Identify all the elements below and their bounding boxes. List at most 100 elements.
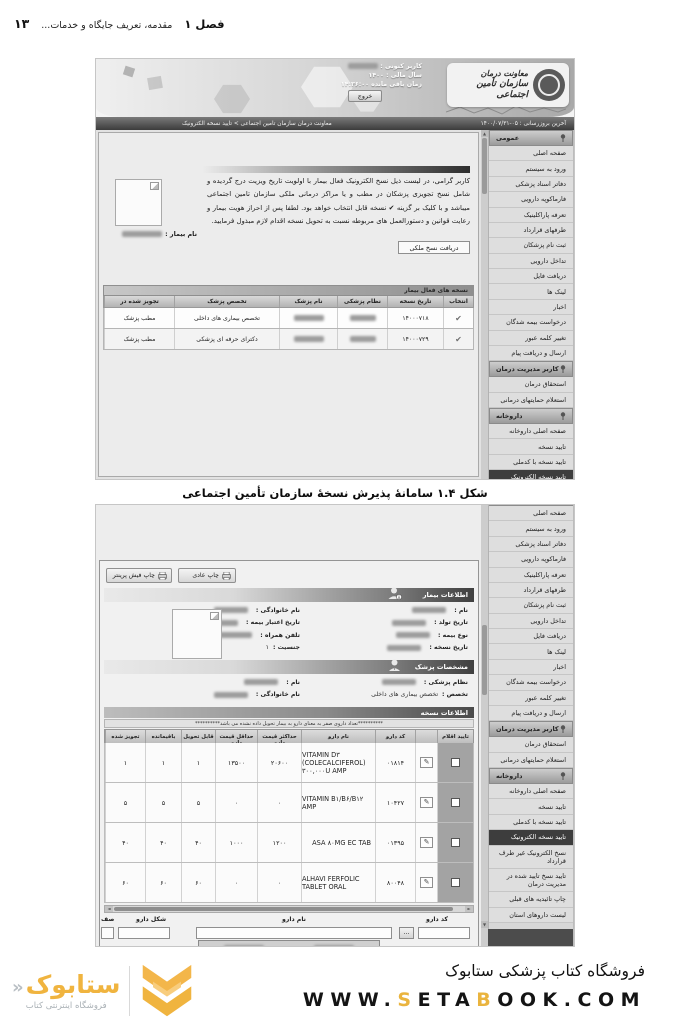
sidebar-item[interactable]: استحقاق درمان	[489, 377, 573, 393]
deliverable-qty: ۶۰	[181, 863, 215, 902]
sidebar-scrollbar[interactable]: ▲	[481, 130, 489, 479]
prescribed-location: مطب پزشک	[104, 308, 174, 328]
sidebar-item[interactable]: استحقاق درمان	[489, 737, 573, 753]
item-approve-checkbox[interactable]	[451, 798, 460, 807]
sidebar-item[interactable]: داروخانه	[489, 768, 573, 784]
sidebar-scrollbar[interactable]: ▼	[481, 505, 489, 946]
sidebar-item[interactable]: ثبت نام پزشکان	[489, 238, 573, 254]
sidebar-item[interactable]: دفاتر اسناد پزشکی	[489, 176, 573, 193]
select-check-icon[interactable]	[443, 308, 473, 328]
sidebar-item[interactable]: تایید نسخه با کدملی	[489, 454, 573, 471]
drug-row[interactable]: ۰۱۳۹۵ ASA ۸۰MG EC TAB ۱۲۰۰ ۱۰۰۰ ۴۰ ۴۰ ۴۰	[104, 823, 474, 863]
sidebar-item[interactable]: تعرفه پاراکلینیک	[489, 207, 573, 223]
sidebar-item[interactable]: تغییر کلمه عبور	[489, 690, 573, 706]
logout-button[interactable]: خروج	[348, 90, 382, 102]
sidebar-item[interactable]: ارسال و دریافت پیام	[489, 705, 573, 722]
sidebar-item[interactable]: عمومی	[489, 130, 573, 146]
item-approve-checkbox[interactable]	[451, 878, 460, 887]
sidebar-item[interactable]: تایید نسخه با کدملی	[489, 814, 573, 831]
edit-item-button[interactable]	[420, 797, 433, 808]
sidebar-item[interactable]: داروخانه	[489, 408, 573, 424]
horizontal-scrollbar[interactable]: ◄ ►	[104, 905, 474, 913]
sidebar-item[interactable]: صفحه اصلی	[489, 146, 573, 162]
sidebar-item[interactable]: دریافت فایل	[489, 629, 573, 645]
sidebar-item[interactable]: صفحه اصلی داروخانه	[489, 784, 573, 800]
sidebar-item[interactable]: ورود به سیستم	[489, 521, 573, 537]
sidebar-item[interactable]: چاپ تائیدیه های قبلی	[489, 892, 573, 908]
sidebar-item[interactable]: ارسال و دریافت پیام	[489, 345, 573, 362]
sidebar-item[interactable]: فارماکوپه دارویی	[489, 552, 573, 568]
drug-name: ASA ۸۰MG EC TAB	[301, 823, 375, 862]
sidebar-item[interactable]: تغییر کلمه عبور	[489, 330, 573, 346]
sidebar-item[interactable]: کاربر مدیریت درمان	[489, 361, 573, 378]
print-receipt-button[interactable]: چاپ فیش پرینتر	[106, 568, 172, 583]
sidebar-item[interactable]: فارماکوپه دارویی	[489, 192, 573, 208]
sidebar-item[interactable]: طرفهای قرارداد	[489, 222, 573, 239]
prescription-row[interactable]: ۱۴۰۰۰۷۱۸ تخصص بیماری های داخلی مطب پزشک	[103, 308, 474, 329]
max-price: ۲۰۶۰۰	[257, 743, 301, 782]
sidebar-item[interactable]: استعلام حمایتهای درمانی	[489, 752, 573, 768]
current-user: کاربر کنونی :	[312, 63, 422, 70]
sidebar-item[interactable]: تعرفه پاراکلینیک	[489, 567, 573, 583]
drug-row[interactable]: ۸۰۰۴۸ ALHAVI FERFOLIC TABLET ORAL ۰ ۰ ۶۰…	[104, 863, 474, 903]
sidebar-item[interactable]: طرفهای قرارداد	[489, 582, 573, 599]
receive-melli-prescriptions-button[interactable]: دریافت نسخ ملکی	[398, 241, 470, 254]
sidebar-item[interactable]: درخواست بیمه شدگان	[489, 675, 573, 691]
item-approve-checkbox[interactable]	[451, 838, 460, 847]
sidebar-item[interactable]: تایید نسخه	[489, 439, 573, 455]
prescription-date: ۱۴۰۰۰۷۱۸	[387, 308, 443, 328]
sidebar-item[interactable]: صفحه اصلی	[489, 506, 573, 522]
edit-item-button[interactable]	[420, 877, 433, 888]
prescribed-qty: ۶۰	[105, 863, 145, 902]
select-check-icon[interactable]	[443, 329, 473, 349]
sidebar-item[interactable]: لیست داروهای استان	[489, 907, 573, 923]
sidebar-item[interactable]: ثبت نام پزشکان	[489, 598, 573, 614]
sidebar-item[interactable]: کاربر مدیریت درمان	[489, 721, 573, 738]
scroll-down-icon[interactable]: ▼	[481, 921, 488, 928]
sidebar-item[interactable]: تداخل دارویی	[489, 253, 573, 269]
drug-name-input[interactable]	[196, 927, 392, 939]
print-normal-button[interactable]: چاپ عادی	[178, 568, 236, 583]
pin-icon	[560, 412, 566, 420]
edit-item-button[interactable]	[420, 837, 433, 848]
screenshot-prescription-accept: معاونت درمان سازمان تأمین اجتماعی کاربر …	[95, 58, 575, 480]
doctor-fields-right: نظام پزشکی : تخصص : تخصص بیماری های داخل…	[298, 678, 468, 699]
scrollbar-thumb[interactable]	[114, 907, 453, 911]
drug-code-input[interactable]	[418, 927, 470, 939]
sidebar-item[interactable]: تداخل دارویی	[489, 613, 573, 629]
sidebar-item[interactable]: تایید نسخه الکترونیک	[489, 470, 573, 479]
url-segment: ETA	[417, 989, 477, 1011]
sidebar-item[interactable]: استعلام حمایتهای درمانی	[489, 392, 573, 408]
sidebar-item[interactable]: لینک ها	[489, 284, 573, 300]
sidebar-item[interactable]: لینک ها	[489, 644, 573, 660]
drug-table-body: ۰۱۸۱۴ VITAMIN D۳ (COLECALCIFEROL) ۳۰۰,۰۰…	[104, 743, 474, 903]
prescription-row[interactable]: ۱۴۰۰۰۷۲۹ دکترای حرفه ای پزشکی مطب پزشک	[103, 329, 474, 350]
sidebar-item[interactable]: تایید نسخه	[489, 799, 573, 815]
sidebar-item[interactable]: ورود به سیستم	[489, 161, 573, 177]
sidebar-item[interactable]: نسخ الکترونیک غیر طرف قرارداد	[489, 845, 573, 869]
sidebar-item[interactable]: اخبار	[489, 659, 573, 676]
scrollbar-thumb[interactable]	[482, 625, 487, 695]
edit-item-button[interactable]	[420, 757, 433, 768]
sidebar-item[interactable]: درخواست بیمه شدگان	[489, 315, 573, 331]
drug-shape-input[interactable]	[118, 927, 170, 939]
chevron-emblem-icon	[143, 964, 192, 1017]
browse-button[interactable]: ...	[399, 927, 414, 939]
sidebar-item[interactable]: تایید نسخ تایید شده در مدیریت درمان	[489, 868, 573, 893]
scroll-up-icon[interactable]: ▲	[481, 130, 488, 137]
sidebar-item[interactable]: صفحه اصلی داروخانه	[489, 424, 573, 440]
drug-row[interactable]: ۱۰۴۲۷ VITAMIN B۱/B۶/B۱۲ AMP ۰ ۰ ۵ ۵ ۵	[104, 783, 474, 823]
sidebar-item[interactable]: عمومی	[489, 505, 573, 506]
clipped-input[interactable]	[101, 927, 114, 939]
sidebar-item[interactable]: دریافت فایل	[489, 269, 573, 285]
item-approve-checkbox[interactable]	[451, 758, 460, 767]
drug-row[interactable]: ۰۱۸۱۴ VITAMIN D۳ (COLECALCIFEROL) ۳۰۰,۰۰…	[104, 743, 474, 783]
column-header: انتخاب	[443, 296, 473, 307]
sidebar-item[interactable]: تایید نسخه الکترونیک	[489, 830, 573, 846]
sidebar-item[interactable]: اخبار	[489, 299, 573, 316]
sidebar-item[interactable]: دفاتر اسناد پزشکی	[489, 536, 573, 553]
scrollbar-thumb[interactable]	[482, 138, 487, 194]
doctor-field: نظام پزشکی :	[298, 678, 468, 686]
scroll-right-icon[interactable]: ►	[465, 906, 473, 912]
scroll-left-icon[interactable]: ◄	[105, 906, 113, 912]
